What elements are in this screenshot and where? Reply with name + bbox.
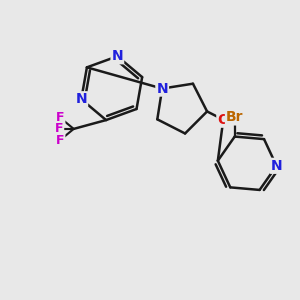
Text: F: F: [55, 122, 63, 135]
Text: N: N: [76, 92, 87, 106]
Text: F: F: [56, 134, 64, 147]
Text: Br: Br: [226, 110, 244, 124]
Text: N: N: [156, 82, 168, 96]
Text: O: O: [217, 113, 229, 127]
Text: N: N: [112, 49, 123, 63]
Text: N: N: [271, 159, 282, 173]
Text: F: F: [56, 111, 64, 124]
